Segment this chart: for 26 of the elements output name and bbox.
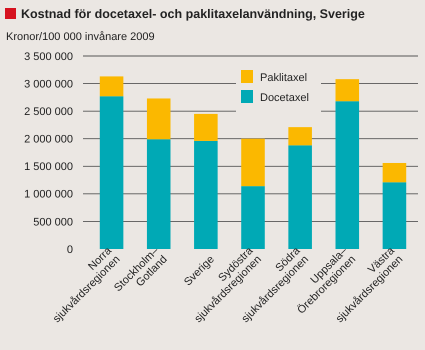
y-tick-label: 2 500 000 (24, 106, 73, 118)
bar (288, 127, 312, 146)
y-tick-label: 1 000 000 (24, 188, 73, 201)
y-tick-label: 1 500 000 (24, 161, 73, 174)
bar (146, 98, 170, 140)
bar (336, 101, 360, 249)
bar (382, 182, 406, 249)
y-tick-label: 0 (66, 244, 73, 256)
bar (336, 79, 360, 102)
bar (194, 114, 218, 141)
y-tick-label: 3 500 000 (24, 50, 73, 63)
bar (382, 162, 406, 182)
bar (100, 76, 124, 96)
bar (194, 140, 218, 249)
bar (241, 186, 265, 249)
bar (288, 145, 312, 249)
chart-title: Kostnad för docetaxel- och paklitaxelanvändning, Sverige (21, 7, 365, 21)
bar (100, 96, 124, 249)
y-tick-label: 2 000 000 (24, 134, 73, 146)
chart-subtitle: Kronor/100 000 invånare 2009 (6, 31, 155, 43)
bar (241, 138, 265, 186)
y-tick-label: 3 000 000 (24, 78, 73, 90)
legend-label: Docetaxel (260, 92, 309, 104)
bar (146, 139, 170, 249)
legend-label: Paklitaxel (260, 72, 308, 84)
y-tick-label: 500 000 (33, 216, 73, 228)
